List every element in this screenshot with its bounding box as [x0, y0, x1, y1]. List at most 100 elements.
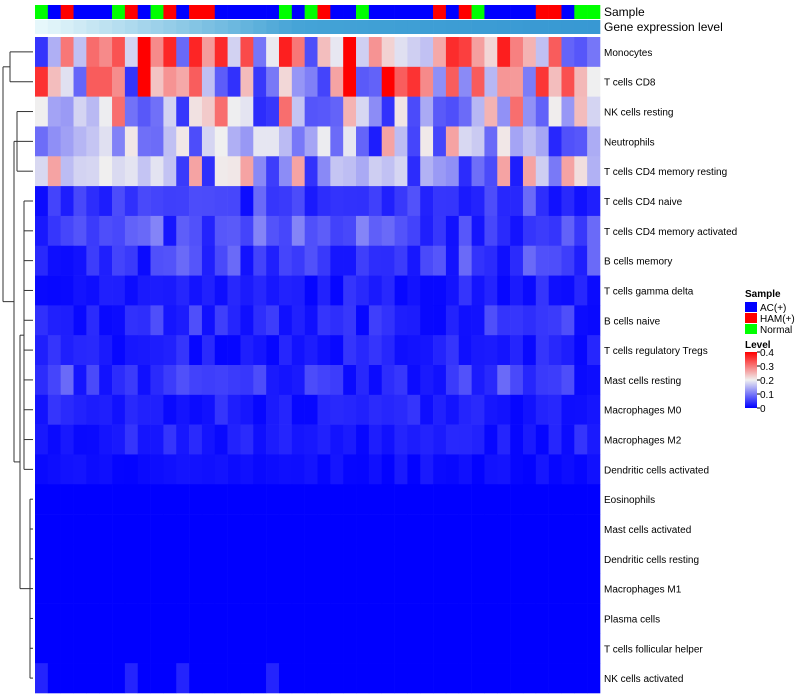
- heatmap-cell: [163, 663, 177, 694]
- heatmap-cell: [112, 454, 126, 485]
- heatmap-cell: [548, 633, 562, 664]
- heatmap-cell: [394, 424, 408, 455]
- heatmap-cell: [137, 305, 151, 336]
- heatmap-cell: [317, 633, 331, 664]
- heatmap-cell: [587, 514, 601, 545]
- heatmap-cell: [458, 454, 472, 485]
- heatmap-cell: [35, 514, 49, 545]
- heatmap-cell: [73, 215, 87, 247]
- heatmap-cell: [484, 603, 498, 634]
- heatmap-cell: [60, 66, 74, 97]
- heatmap-cell: [484, 573, 498, 604]
- heatmap-cell: [522, 514, 537, 545]
- heatmap-cell: [510, 275, 524, 306]
- heatmap-cell: [176, 96, 190, 127]
- sample-legend-swatch: [745, 324, 757, 334]
- heatmap-cell: [445, 424, 460, 455]
- heatmap-cell: [368, 186, 383, 217]
- heatmap-cell: [381, 186, 395, 217]
- heatmap-cell: [35, 573, 49, 604]
- heatmap-cell: [407, 454, 421, 485]
- heatmap-cell: [445, 215, 460, 247]
- heatmap-cell: [35, 484, 49, 515]
- sample-legend-swatch: [745, 313, 757, 323]
- heatmap-cell: [574, 603, 588, 634]
- heatmap-cell: [60, 663, 74, 694]
- heatmap-cell: [317, 215, 331, 247]
- heatmap-cell: [484, 335, 498, 366]
- heatmap-cell: [124, 573, 139, 604]
- sample-anno-cell: [368, 5, 383, 19]
- row-label: Dendritic cells activated: [604, 465, 709, 476]
- heatmap-cell: [73, 305, 87, 336]
- gene-expression-anno-cell: [150, 20, 164, 34]
- heatmap-cell: [227, 37, 241, 68]
- heatmap-cell: [253, 335, 267, 366]
- heatmap-cell: [407, 126, 421, 157]
- heatmap-cell: [445, 573, 460, 604]
- heatmap-cell: [124, 633, 139, 664]
- heatmap-cell: [497, 96, 511, 127]
- heatmap-cell: [317, 96, 331, 127]
- heatmap-cell: [394, 394, 408, 425]
- heatmap-cell: [433, 156, 447, 187]
- level-tick-label: 0: [760, 404, 766, 415]
- heatmap-cell: [240, 66, 254, 97]
- heatmap-cell: [176, 305, 190, 336]
- heatmap-cell: [445, 96, 460, 127]
- heatmap-cell: [240, 454, 254, 485]
- heatmap-cell: [150, 215, 164, 247]
- heatmap-cell: [150, 365, 164, 396]
- gene-expression-annotation-bar: [35, 20, 601, 34]
- heatmap-cell: [420, 394, 434, 425]
- heatmap-cell: [510, 335, 524, 366]
- heatmap-cell: [163, 186, 177, 217]
- heatmap-cell: [574, 573, 588, 604]
- heatmap-cell: [304, 37, 318, 68]
- sample-legend-label: Normal: [760, 325, 792, 336]
- heatmap-cell: [471, 37, 485, 68]
- heatmap-cell: [240, 126, 254, 157]
- heatmap-cell: [60, 633, 74, 664]
- gene-expression-anno-cell: [291, 20, 305, 34]
- heatmap-cell: [458, 365, 472, 396]
- gene-expression-anno-cell: [381, 20, 395, 34]
- heatmap-cell: [330, 543, 344, 575]
- heatmap-cell: [124, 275, 139, 306]
- heatmap-cell: [561, 603, 575, 634]
- heatmap-cell: [330, 305, 344, 336]
- heatmap-cell: [484, 96, 498, 127]
- heatmap-cell: [227, 573, 241, 604]
- heatmap-cell: [86, 156, 100, 187]
- sample-anno-cell: [561, 5, 575, 19]
- heatmap-cell: [343, 603, 357, 634]
- heatmap-cell: [587, 454, 601, 485]
- heatmap-cell: [150, 37, 164, 68]
- heatmap-cell: [227, 424, 241, 455]
- heatmap-cell: [176, 215, 190, 247]
- heatmap-cell: [484, 394, 498, 425]
- heatmap-cell: [150, 275, 164, 306]
- heatmap-cell: [561, 663, 575, 694]
- heatmap-cell: [317, 66, 331, 97]
- heatmap-cell: [330, 186, 344, 217]
- heatmap-cell: [343, 633, 357, 664]
- gene-expression-anno-cell: [343, 20, 357, 34]
- heatmap-cell: [407, 365, 421, 396]
- heatmap-cell: [458, 573, 472, 604]
- heatmap-cell: [266, 186, 280, 217]
- heatmap-cell: [587, 633, 601, 664]
- heatmap-cell: [458, 245, 472, 276]
- heatmap-cell: [574, 394, 588, 425]
- heatmap-cell: [86, 365, 100, 396]
- heatmap-cell: [99, 454, 113, 485]
- heatmap-cell: [548, 514, 562, 545]
- sample-anno-cell: [227, 5, 241, 19]
- heatmap-cell: [458, 484, 472, 515]
- heatmap-cell: [99, 573, 113, 604]
- heatmap-cell: [99, 663, 113, 694]
- heatmap-cell: [420, 186, 434, 217]
- heatmap-cell: [201, 365, 216, 396]
- heatmap-cell: [99, 275, 113, 306]
- heatmap-cell: [240, 37, 254, 68]
